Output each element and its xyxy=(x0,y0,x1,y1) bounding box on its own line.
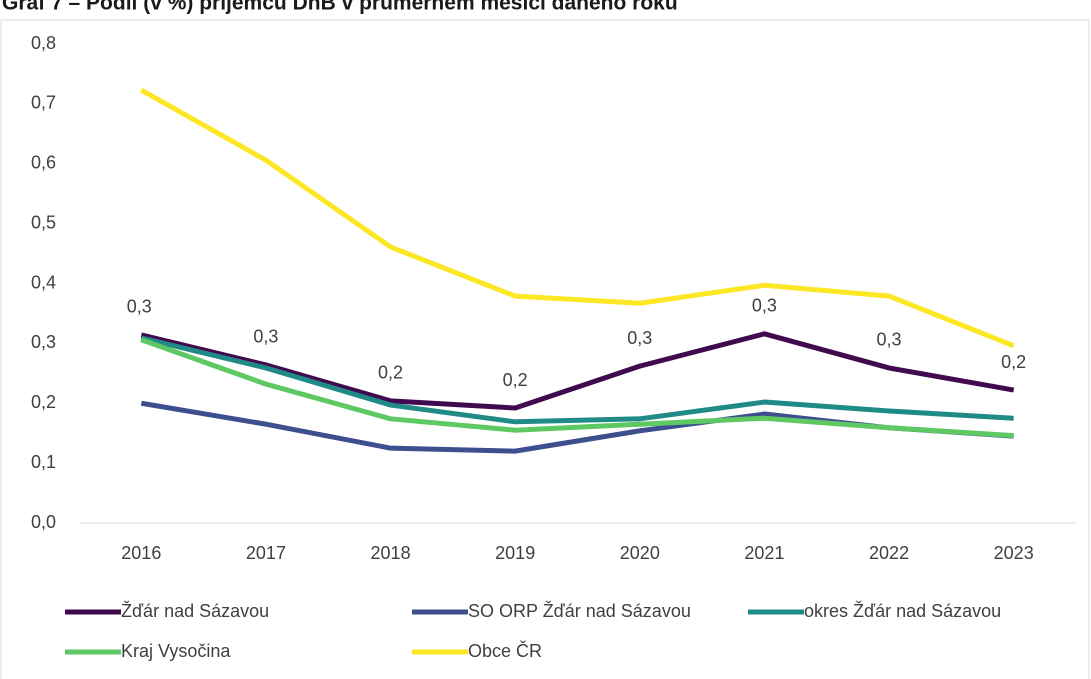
chart-border xyxy=(0,19,1090,679)
legend-label: okres Žďár nad Sázavou xyxy=(804,601,1001,621)
data-label: 0,3 xyxy=(752,296,777,316)
chart-title: Graf 7 – Podíl (v %) příjemců DnB v prům… xyxy=(2,0,678,15)
series-line xyxy=(140,87,1015,349)
x-tick-label: 2017 xyxy=(246,543,286,563)
series-line xyxy=(140,335,1014,425)
y-tick-label: 0,4 xyxy=(31,272,56,292)
y-tick-label: 0,5 xyxy=(31,212,56,232)
legend-label: Žďár nad Sázavou xyxy=(121,601,269,621)
data-label: 0,3 xyxy=(627,328,652,348)
x-tick-label: 2021 xyxy=(744,543,784,563)
data-label: 0,2 xyxy=(503,370,528,390)
x-tick-label: 2023 xyxy=(994,543,1034,563)
legend-label: Kraj Vysočina xyxy=(121,641,231,661)
legend-label: Obce ČR xyxy=(468,640,542,661)
data-label: 0,3 xyxy=(877,330,902,350)
y-tick-label: 0,3 xyxy=(31,332,56,352)
y-tick-label: 0,2 xyxy=(31,392,56,412)
data-label: 0,2 xyxy=(378,363,403,383)
x-tick-label: 2018 xyxy=(371,543,411,563)
y-tick-label: 0,6 xyxy=(31,153,56,173)
x-tick-label: 2022 xyxy=(869,543,909,563)
x-tick-label: 2020 xyxy=(620,543,660,563)
data-label: 0,3 xyxy=(127,297,152,317)
data-label: 0,2 xyxy=(1001,352,1026,372)
series-line xyxy=(140,337,1014,439)
x-tick-label: 2019 xyxy=(495,543,535,563)
data-label: 0,3 xyxy=(253,327,278,347)
y-tick-label: 0,0 xyxy=(31,512,56,532)
y-tick-label: 0,7 xyxy=(31,93,56,113)
series-line xyxy=(140,331,1015,411)
x-tick-label: 2016 xyxy=(121,543,161,563)
y-tick-label: 0,8 xyxy=(31,33,56,53)
legend-label: SO ORP Žďár nad Sázavou xyxy=(468,601,691,621)
y-tick-label: 0,1 xyxy=(31,452,56,472)
